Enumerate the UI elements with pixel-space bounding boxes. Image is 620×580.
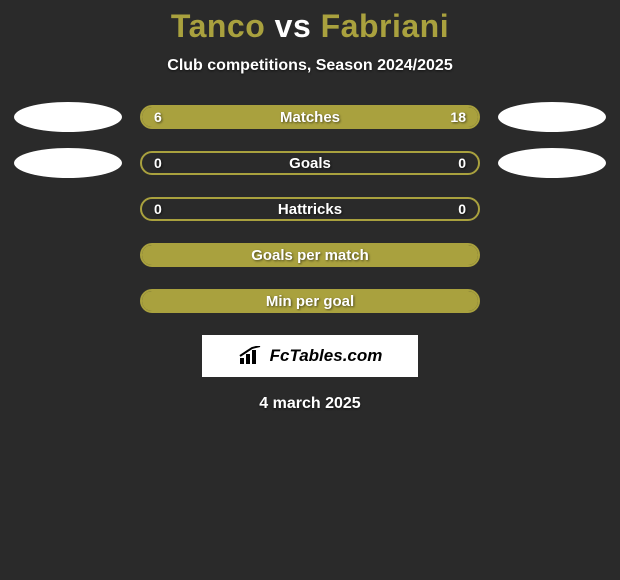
spacer [498,286,606,316]
player1-name: Tanco [171,8,265,44]
page-title: Tanco vs Fabriani [0,8,620,45]
logo-box: FcTables.com [202,335,418,377]
stat-label: Goals per match [142,245,478,265]
logo-text: FcTables.com [270,346,383,366]
spacer [498,194,606,224]
chart-icon [238,346,264,366]
stat-row: Goals per match [0,243,620,267]
stat-row: Min per goal [0,289,620,313]
stats-list: 618Matches 00Goals 00Hattricks Goals per ma… [0,105,620,313]
spacer [498,240,606,270]
comparison-card: Tanco vs Fabriani Club competitions, Sea… [0,0,620,413]
subtitle: Club competitions, Season 2024/2025 [0,57,620,75]
player1-marker [14,102,122,132]
stat-label: Hattricks [142,199,478,219]
spacer [14,240,122,270]
spacer [14,286,122,316]
date: 4 march 2025 [0,395,620,413]
stat-row: 00Hattricks [0,197,620,221]
stat-bar: 00Goals [140,151,480,175]
stat-bar: Min per goal [140,289,480,313]
stat-label: Goals [142,153,478,173]
player2-marker [498,148,606,178]
stat-row: 618Matches [0,105,620,129]
stat-label: Min per goal [142,291,478,311]
player2-name: Fabriani [321,8,449,44]
player1-marker [14,148,122,178]
stat-bar: 00Hattricks [140,197,480,221]
player2-marker [498,102,606,132]
stat-bar: 618Matches [140,105,480,129]
stat-label: Matches [142,107,478,127]
stat-bar: Goals per match [140,243,480,267]
stat-row: 00Goals [0,151,620,175]
vs-text: vs [275,8,312,44]
spacer [14,194,122,224]
